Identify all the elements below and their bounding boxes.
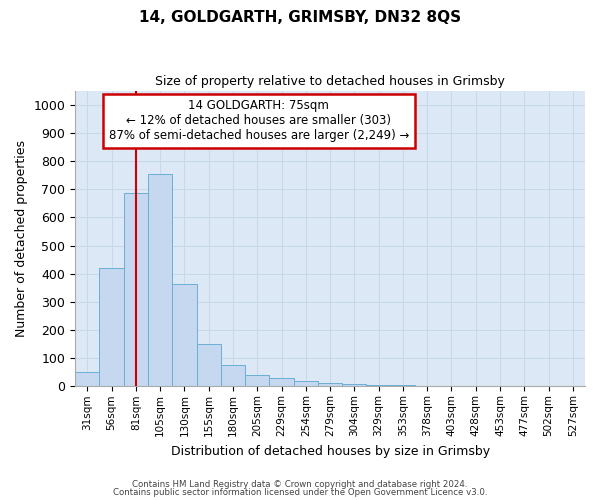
Text: 14 GOLDGARTH: 75sqm
← 12% of detached houses are smaller (303)
87% of semi-detac: 14 GOLDGARTH: 75sqm ← 12% of detached ho… [109, 100, 409, 142]
Bar [342, 384, 367, 386]
Bar [221, 366, 245, 386]
Text: 14, GOLDGARTH, GRIMSBY, DN32 8QS: 14, GOLDGARTH, GRIMSBY, DN32 8QS [139, 10, 461, 25]
Bar [172, 284, 197, 387]
Text: Contains HM Land Registry data © Crown copyright and database right 2024.: Contains HM Land Registry data © Crown c… [132, 480, 468, 489]
Bar [318, 383, 342, 386]
Text: Contains public sector information licensed under the Open Government Licence v3: Contains public sector information licen… [113, 488, 487, 497]
Bar [124, 194, 148, 386]
Bar [367, 385, 391, 386]
X-axis label: Distribution of detached houses by size in Grimsby: Distribution of detached houses by size … [170, 444, 490, 458]
Bar [269, 378, 293, 386]
Bar [75, 372, 100, 386]
Bar [293, 382, 318, 386]
Bar [100, 268, 124, 386]
Y-axis label: Number of detached properties: Number of detached properties [15, 140, 28, 337]
Bar [245, 375, 269, 386]
Bar [148, 174, 172, 386]
Bar [197, 344, 221, 387]
Title: Size of property relative to detached houses in Grimsby: Size of property relative to detached ho… [155, 75, 505, 88]
